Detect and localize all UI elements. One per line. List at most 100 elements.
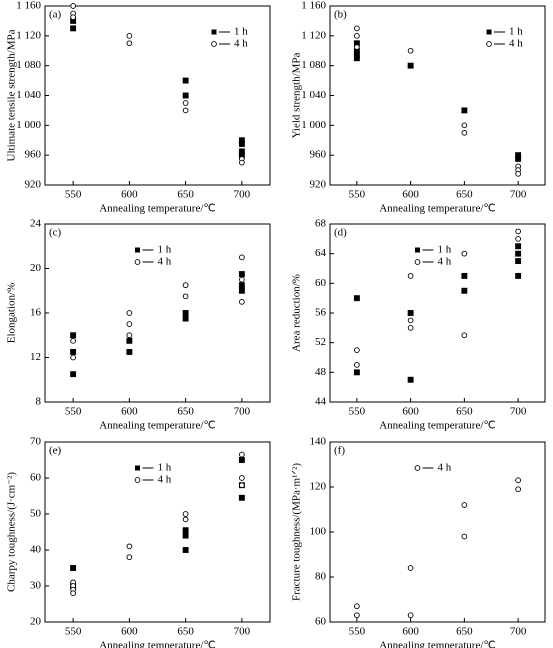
panel-label: (a) — [49, 9, 62, 21]
marker-circle — [515, 170, 521, 177]
x-axis-label: Annealing temperature/℃ — [379, 203, 496, 215]
y-tick-label: 120 — [310, 481, 327, 493]
legend-label: 4 h — [234, 38, 248, 50]
x-axis-label: Annealing temperature/℃ — [99, 640, 216, 648]
panel-label: (d) — [334, 227, 347, 239]
legend-entry: 4 h — [134, 474, 172, 486]
y-tick-label: 140 — [310, 436, 327, 448]
x-axis-label: Annealing temperature/℃ — [99, 420, 216, 432]
y-axis-label: Ultimate tensile strength/MPa — [6, 29, 18, 161]
y-tick-label: 40 — [30, 544, 42, 556]
marker-circle — [126, 543, 133, 550]
y-tick-label: 16 — [30, 307, 42, 319]
marker-square — [70, 332, 77, 339]
marker-square — [461, 107, 468, 114]
marker-circle — [126, 332, 133, 339]
legend-entry: 4 h — [414, 462, 452, 474]
marker-circle — [354, 25, 360, 32]
marker-square — [182, 527, 189, 534]
y-tick-label: 1 000 — [16, 119, 41, 131]
marker-circle — [461, 533, 468, 540]
marker-circle — [354, 44, 360, 50]
y-axis-label: Yield strength/MPa — [291, 52, 303, 138]
legend-label: 1 h — [234, 26, 248, 38]
marker-circle — [182, 511, 189, 517]
x-tick-label: 650 — [456, 406, 473, 418]
y-tick-label: 960 — [310, 149, 327, 161]
legend-marker — [486, 29, 492, 35]
marker-square — [461, 287, 468, 294]
x-tick-label: 550 — [349, 406, 366, 418]
y-axis-label: Charpy toughness/(J·cm⁻²) — [6, 472, 18, 592]
x-tick-label: 700 — [510, 406, 527, 418]
y-tick-label: 960 — [25, 149, 42, 161]
y-tick-label: 1 120 — [301, 29, 326, 41]
marker-circle — [515, 486, 521, 493]
legend-marker — [135, 247, 140, 253]
x-tick-label: 700 — [510, 626, 527, 638]
legend-marker — [135, 465, 140, 471]
marker-circle — [407, 565, 414, 571]
marker-circle — [70, 337, 76, 344]
marker-square — [182, 310, 189, 316]
x-tick-label: 550 — [349, 626, 366, 638]
marker-square — [515, 155, 522, 162]
legend-entry: 4 h — [134, 256, 172, 268]
marker-circle — [461, 332, 468, 339]
marker-circle — [515, 235, 521, 242]
marker-square — [70, 371, 77, 378]
y-tick-label: 920 — [310, 179, 327, 191]
panel: (c) 550 600 650 700 8 12 16 20 24 Annealing temper… — [6, 218, 271, 432]
x-tick-label: 650 — [177, 406, 194, 418]
legend-marker — [415, 247, 420, 253]
marker-circle — [354, 347, 360, 353]
panel-label: (c) — [49, 227, 62, 239]
x-tick-label: 550 — [65, 626, 82, 638]
marker-circle — [182, 516, 189, 523]
x-tick-label: 650 — [456, 189, 473, 201]
x-tick-label: 650 — [177, 189, 194, 201]
x-tick-label: 600 — [402, 189, 419, 201]
marker-square — [70, 565, 77, 571]
x-tick-label: 700 — [234, 189, 251, 201]
y-axis-label: Area reduction/% — [291, 274, 303, 352]
y-tick-label: 20 — [30, 616, 42, 628]
legend-marker — [414, 259, 421, 265]
legend-label: 4 h — [438, 256, 452, 268]
marker-circle — [354, 612, 360, 619]
legend-entry: 1 h — [135, 462, 172, 474]
x-tick-label: 550 — [349, 189, 366, 201]
y-tick-label: 1 000 — [301, 119, 326, 131]
y-tick-label: 1 160 — [16, 0, 41, 12]
marker-square — [238, 457, 245, 463]
marker-circle — [407, 273, 414, 279]
marker-circle — [239, 254, 245, 261]
marker-circle — [354, 603, 360, 610]
x-tick-label: 550 — [65, 406, 82, 418]
marker-square — [238, 494, 245, 501]
marker-square — [182, 92, 189, 99]
marker-square — [238, 141, 245, 147]
x-tick-label: 650 — [177, 626, 194, 638]
x-tick-label: 650 — [456, 626, 473, 638]
y-tick-label: 64 — [315, 247, 327, 259]
panel-label: (f) — [334, 445, 345, 457]
marker-square — [126, 348, 133, 355]
marker-circle — [126, 40, 133, 47]
marker-circle — [461, 129, 468, 136]
marker-circle — [354, 32, 360, 39]
marker-circle — [70, 590, 76, 597]
x-tick-label: 700 — [234, 406, 251, 418]
marker-square — [182, 547, 189, 553]
x-tick-label: 700 — [510, 189, 527, 201]
legend-label: 1 h — [438, 244, 452, 256]
y-tick-label: 12 — [30, 351, 41, 363]
x-tick-label: 600 — [121, 406, 138, 418]
panel: (d) 550 600 650 700 44 48 52 56 60 64 68 Annealing t… — [291, 218, 546, 432]
marker-circle — [461, 502, 468, 508]
legend-entry: 1 h — [211, 26, 248, 38]
legend-label: 1 h — [158, 462, 172, 474]
legend-label: 4 h — [158, 474, 172, 486]
marker-circle — [515, 228, 521, 235]
